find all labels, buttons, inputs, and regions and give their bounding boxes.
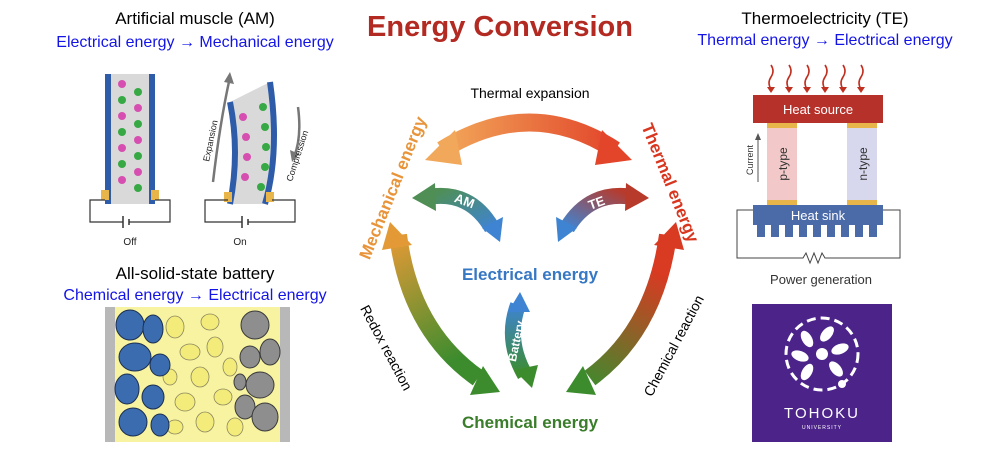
te-heading: Thermoelectricity (TE) (741, 9, 909, 28)
arrow-battery: Battery (505, 292, 538, 388)
thermoelectric-diagram: Heat source p-type n-type Current Heat s… (736, 64, 901, 287)
node-thermal-energy: Thermal energy (638, 121, 703, 246)
logo-name: TOHOKU (784, 405, 860, 422)
te-n-type-label: n-type (856, 147, 870, 181)
te-power-generation-label: Power generation (770, 272, 872, 287)
arrow-te-label: TE (586, 193, 607, 213)
arrow-chemical-reaction (566, 222, 684, 395)
am-on-label: On (233, 237, 246, 248)
am-compression-label: Compression (284, 129, 310, 183)
label-redox-reaction: Redox reaction (357, 302, 415, 393)
page-title: Energy Conversion (367, 11, 633, 43)
te-p-type-label: p-type (776, 147, 790, 181)
arrow-thermal-expansion (425, 113, 632, 165)
battery-conversion: Chemical energy → Electrical energy (63, 287, 327, 304)
logo-sub: UNIVERSITY (802, 425, 842, 431)
te-conversion: Thermal energy → Electrical energy (697, 32, 953, 49)
am-on-actuator: Expansion Compression On (201, 72, 310, 248)
energy-cycle-diagram: AM TE Battery Thermal expansion Redox re… (356, 85, 707, 432)
tohoku-logo: TOHOKU UNIVERSITY (752, 304, 892, 442)
logo-emblem: TOHOKU UNIVERSITY (784, 316, 860, 431)
label-thermal-expansion: Thermal expansion (470, 85, 589, 101)
te-heat-source-label: Heat source (783, 102, 853, 117)
arrow-redox-reaction (382, 222, 500, 395)
node-electrical-energy: Electrical energy (462, 265, 599, 284)
battery-micrograph (105, 307, 290, 442)
am-conversion: Electrical energy → Mechanical energy (56, 34, 334, 51)
am-off-label: Off (123, 237, 136, 248)
arrow-am: AM (412, 183, 503, 242)
te-heat-sink-label: Heat sink (791, 208, 846, 223)
arrow-am-label: AM (452, 190, 476, 211)
battery-heading: All-solid-state battery (115, 264, 275, 283)
te-current-label: Current (745, 144, 755, 175)
am-off-actuator: Off (89, 74, 171, 248)
node-chemical-energy: Chemical energy (462, 413, 599, 432)
artificial-muscle-diagram: Off Expansion Compression On (89, 72, 310, 248)
am-heading: Artificial muscle (AM) (115, 9, 275, 28)
arrow-te: TE (556, 183, 649, 242)
